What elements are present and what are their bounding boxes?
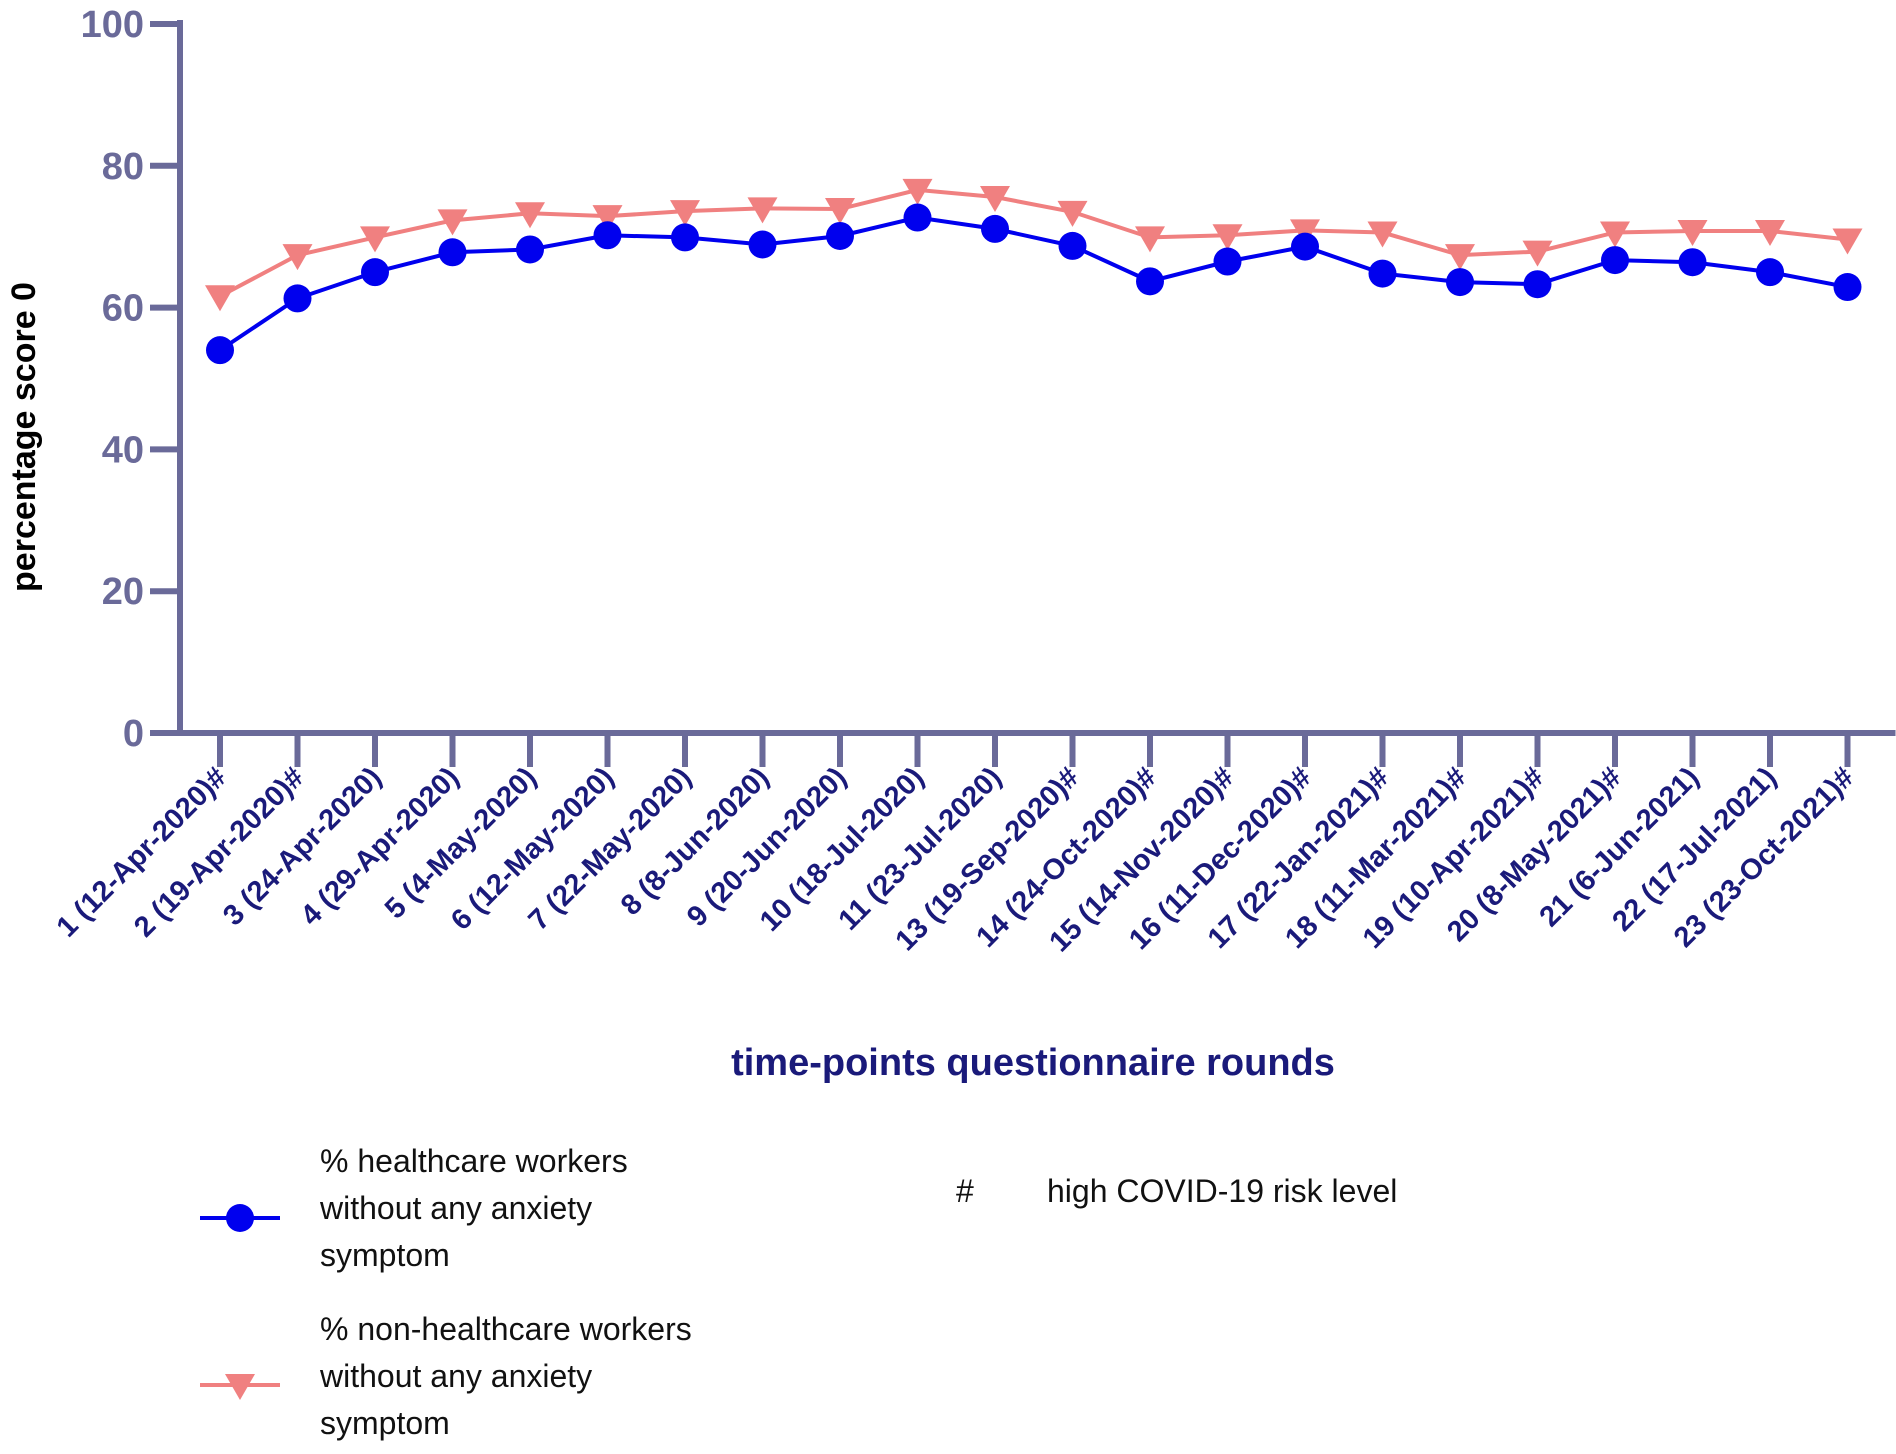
data-point [1677, 220, 1708, 247]
legend-label-line: without any anxiety [319, 1190, 592, 1226]
data-point [1446, 268, 1474, 297]
series-line [219, 187, 1848, 299]
data-point [1291, 232, 1319, 261]
data-point [437, 209, 468, 236]
annotation-symbol: # [956, 1173, 974, 1209]
legend-label-line: symptom [320, 1237, 450, 1273]
data-point [671, 223, 699, 252]
data-point [1522, 240, 1553, 267]
data-point [1523, 270, 1552, 299]
series-line [218, 215, 1848, 352]
legend-label-line: symptom [320, 1405, 450, 1441]
data-point [1832, 228, 1863, 255]
y-tick-label: 0 [123, 713, 144, 755]
data-point [825, 198, 855, 225]
data-point [1678, 248, 1707, 277]
data-point [593, 221, 622, 250]
y-tick-label: 40 [102, 429, 144, 471]
data-point [1135, 226, 1165, 253]
data-point [361, 258, 389, 287]
data-point [1755, 220, 1785, 247]
data-point [360, 226, 390, 253]
data-point [592, 205, 623, 232]
data-point [206, 336, 234, 365]
data-point [205, 285, 235, 312]
data-point [438, 238, 467, 267]
data-point [1601, 246, 1629, 275]
data-point [748, 230, 777, 259]
data-point [980, 185, 1010, 212]
data-point [747, 197, 778, 224]
data-point [1368, 259, 1397, 288]
data-point [516, 235, 544, 264]
y-axis-label: percentage score 0 [5, 282, 43, 592]
data-point [283, 284, 312, 313]
data-point [1213, 247, 1242, 276]
data-point [1136, 267, 1164, 296]
data-point [515, 202, 545, 229]
legend: % healthcare workers without any anxiety s… [200, 1143, 692, 1441]
legend-label-line: % non-healthcare workers [320, 1311, 692, 1347]
annotation-note: # high COVID-19 risk level [956, 1173, 1397, 1209]
data-point [670, 200, 700, 227]
data-point [1833, 273, 1862, 302]
data-point [1057, 200, 1088, 227]
y-tick-label: 20 [102, 571, 144, 613]
y-tick-label: 100 [81, 4, 144, 46]
data-point [1058, 231, 1087, 260]
series-healthcare [206, 203, 1862, 365]
annotation-text: high COVID-19 risk level [1047, 1173, 1397, 1209]
data-point [1445, 244, 1475, 271]
x-axis: 1 (12-Apr-2020)#2 (19-Apr-2020)#3 (24-Ap… [51, 730, 1896, 958]
data-point [903, 203, 932, 232]
legend-item-healthcare: % healthcare workers without any anxiety s… [200, 1143, 628, 1273]
data-point [1290, 219, 1320, 246]
legend-label-line: without any anxiety [319, 1358, 592, 1394]
legend-marker [226, 1204, 254, 1232]
x-axis-label: time-points questionnaire rounds [731, 1042, 1335, 1084]
data-point [826, 221, 854, 250]
y-axis: 0 20 40 60 80 100 [81, 4, 183, 755]
series-layer [205, 178, 1863, 365]
data-point [282, 244, 313, 271]
y-tick-label: 60 [102, 288, 144, 330]
data-point [1212, 224, 1243, 251]
y-tick-label: 80 [102, 146, 144, 188]
legend-marker [225, 1374, 255, 1400]
data-point [1367, 221, 1398, 248]
series-non-healthcare [205, 178, 1863, 312]
data-point [1756, 258, 1784, 287]
legend-label-line: % healthcare workers [320, 1143, 628, 1179]
data-point [1600, 221, 1630, 248]
legend-item-non-healthcare: % non-healthcare workers without any anxi… [200, 1311, 692, 1441]
data-point [902, 178, 933, 205]
data-point [981, 214, 1009, 243]
